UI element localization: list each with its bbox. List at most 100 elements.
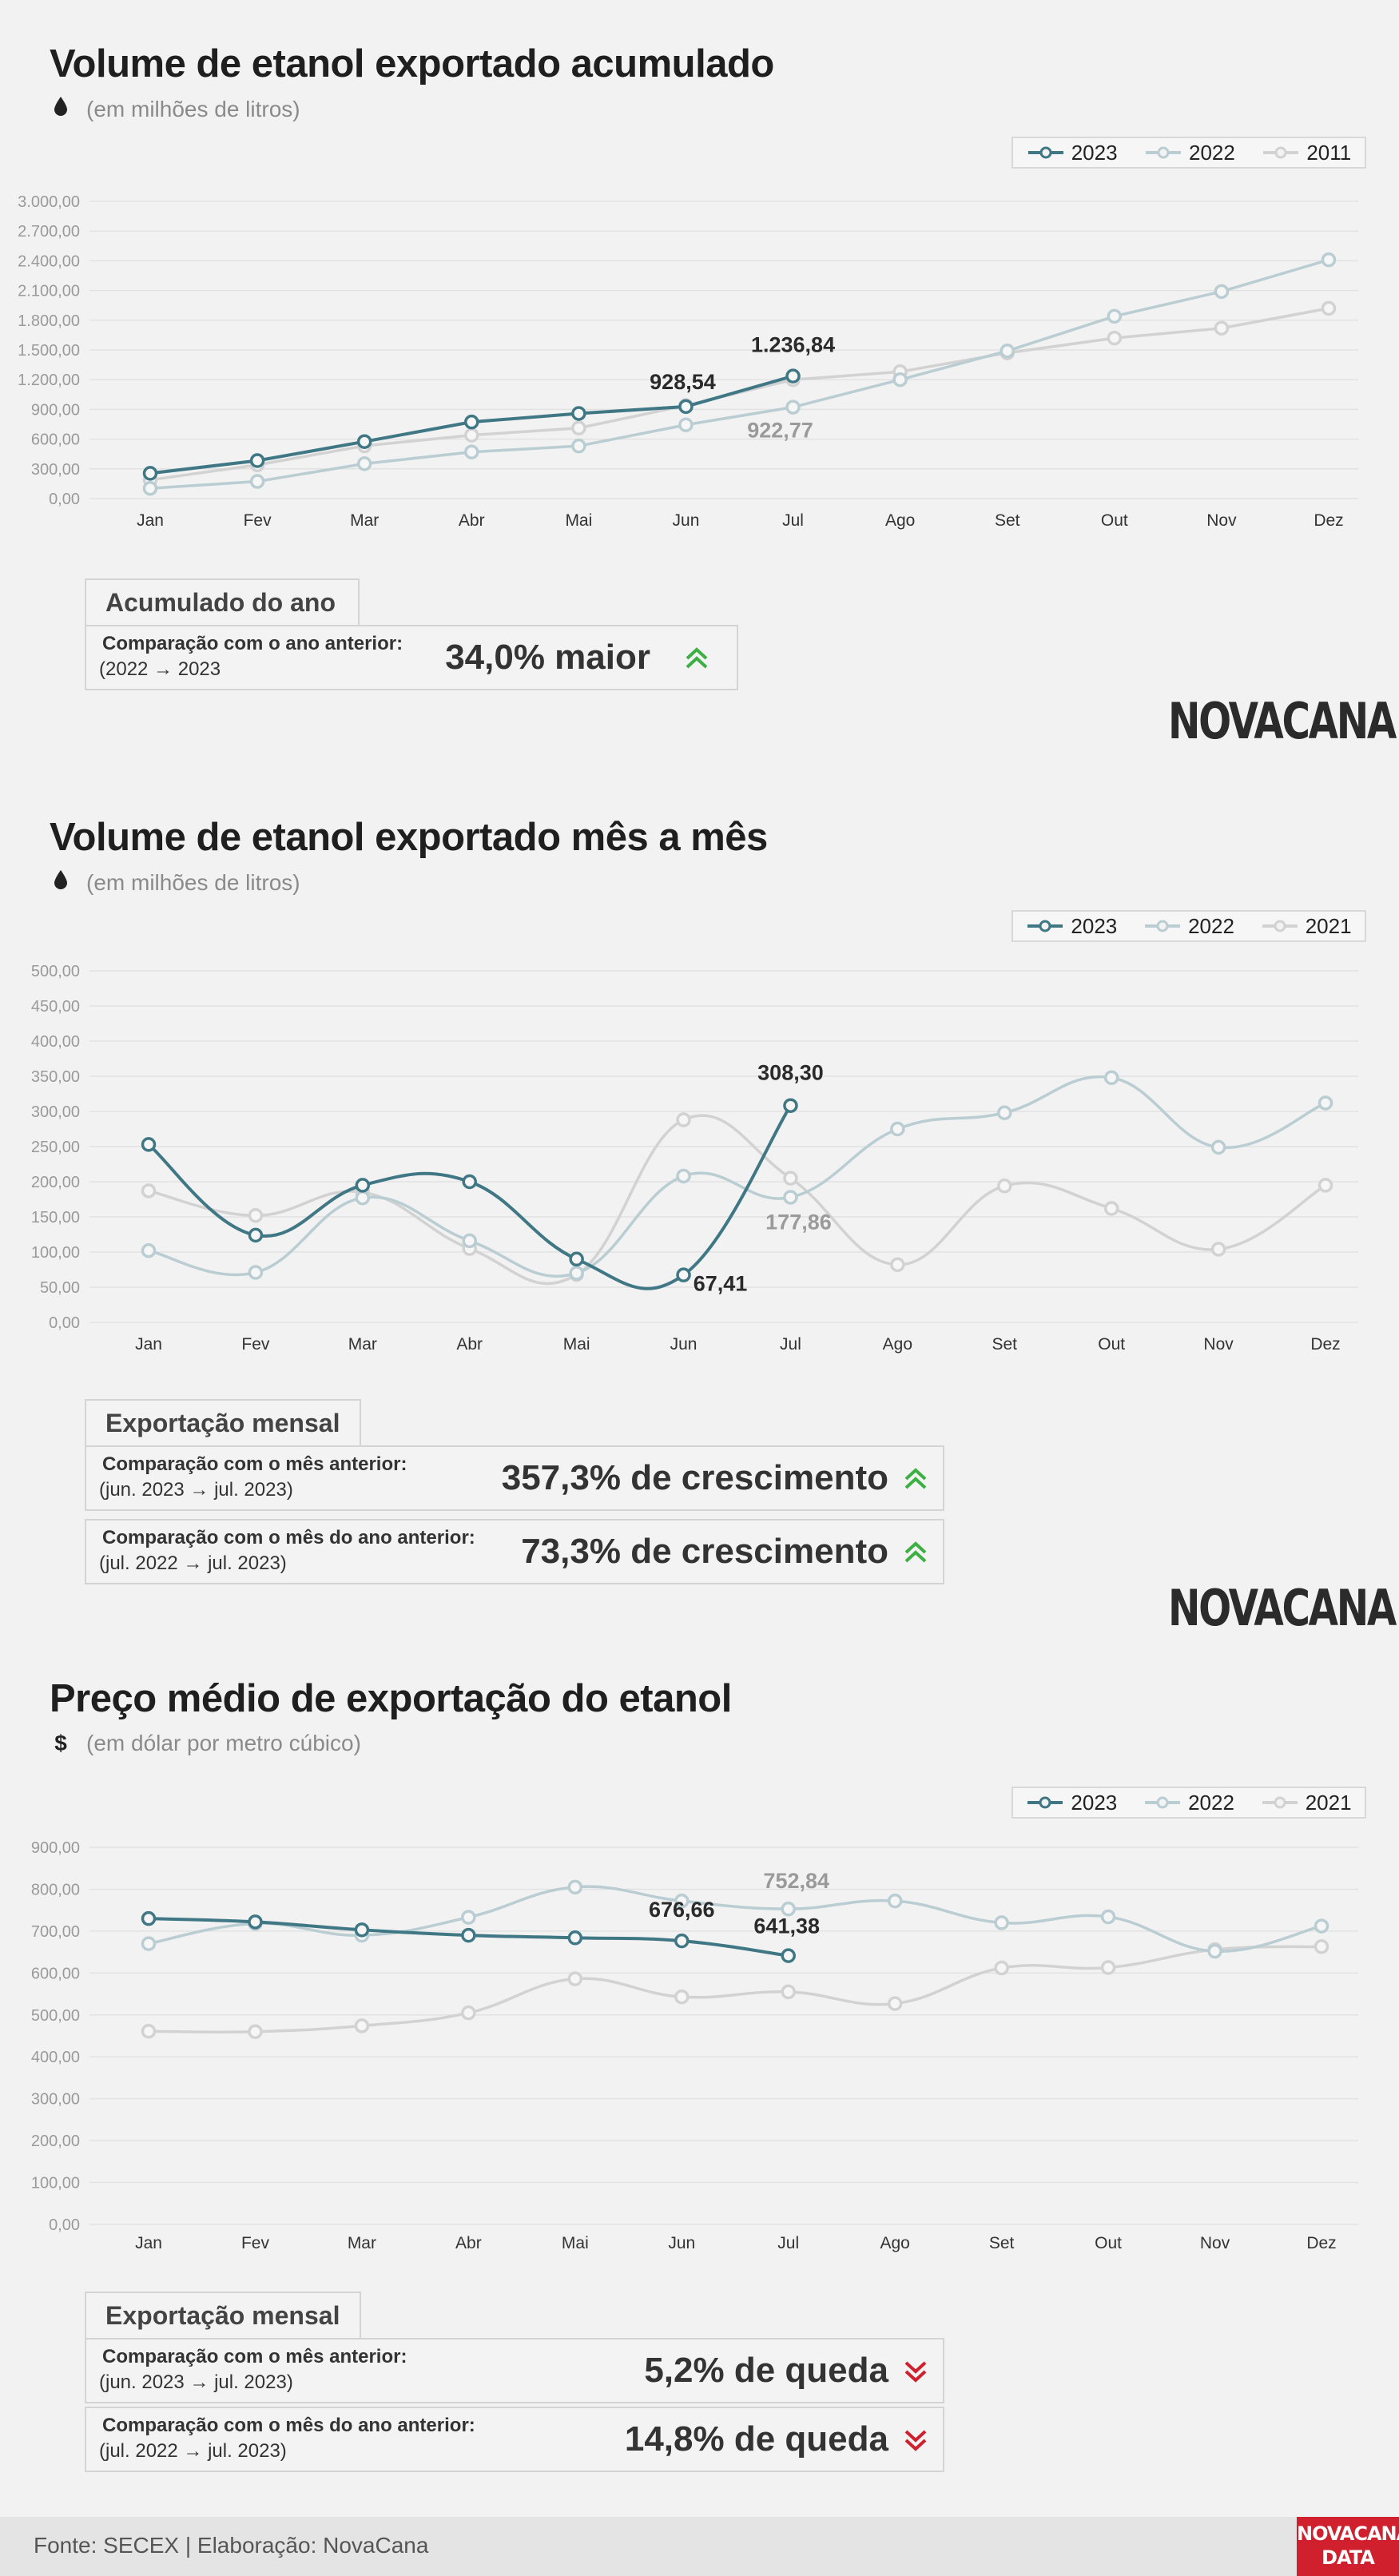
x-tick-label: Nov <box>1203 1335 1234 1354</box>
chart-3-title: Preço médio de exportação do etanol <box>50 1677 732 1720</box>
data-point-2023 <box>461 1927 476 1943</box>
x-tick-label: Out <box>1095 2234 1122 2252</box>
x-tick-label: Jun <box>668 2234 695 2252</box>
comparison-label: Comparação com o ano anterior: <box>102 633 403 654</box>
data-point-2022 <box>142 480 158 496</box>
data-point-2022 <box>567 1879 583 1895</box>
data-point-2021 <box>1100 1960 1116 1975</box>
box-2-row-1: Comparação com o mês anterior: (jun. 202… <box>85 1445 944 1511</box>
data-point-2022 <box>785 400 801 415</box>
y-tick-label: 2.100,00 <box>18 283 80 300</box>
data-point-2021 <box>674 1989 690 2005</box>
x-tick-label: Jul <box>777 2234 799 2252</box>
drop-icon <box>50 96 72 122</box>
x-tick-label: Jul <box>782 511 804 530</box>
x-tick-label: Nov <box>1206 511 1237 530</box>
legend-item-2011: 2011 <box>1262 141 1351 165</box>
data-point-2021 <box>567 1971 583 1986</box>
data-point-2023 <box>141 1910 157 1926</box>
footer: Fonte: SECEX | Elaboração: NovaCana NOVA… <box>0 2517 1399 2576</box>
y-tick-label: 3.000,00 <box>18 193 80 211</box>
data-point-2023 <box>354 1922 370 1938</box>
legend-label: 2022 <box>1188 1790 1234 1815</box>
data-point-2021 <box>783 1171 798 1186</box>
chart-3-subtitle: $ (em dólar por metro cúbico) <box>50 1731 361 1756</box>
novacana-logo: NOVACANA <box>1168 1579 1397 1637</box>
x-tick-label: Mai <box>562 2234 589 2252</box>
chart-2-subtitle-text: (em milhões de litros) <box>86 869 300 895</box>
x-tick-label: Dez <box>1310 1335 1340 1354</box>
x-tick-label: Fev <box>241 1335 270 1354</box>
chart-2-plot: 0,00 50,00 100,00 150,00 200,00 250,00 300,00 3… <box>31 963 1358 1354</box>
x-tick-label: Abr <box>456 1335 483 1354</box>
x-tick-label: Abr <box>455 2234 482 2252</box>
box-1-row-1: Comparação com o ano anterior: (2022 → 2… <box>85 625 738 690</box>
data-point-2011 <box>571 420 586 435</box>
box-3-row-2: Comparação com o mês do ano anterior: (j… <box>85 2407 944 2472</box>
chart-2-legend: 2023 2022 2021 <box>1011 910 1366 942</box>
chart-3-legend: 2023 2022 2021 <box>1011 1787 1366 1819</box>
y-tick-label: 2.400,00 <box>18 252 80 270</box>
data-label: 67,41 <box>694 1272 748 1296</box>
data-point-2023 <box>464 414 479 430</box>
data-point-2022 <box>674 1893 690 1909</box>
y-tick-label: 200,00 <box>31 2133 80 2150</box>
y-tick-label: 600,00 <box>31 431 80 449</box>
y-tick-label: 1.500,00 <box>18 342 80 360</box>
series-line-2021 <box>148 1945 1322 2034</box>
y-tick-label: 700,00 <box>31 1923 80 1941</box>
comparison-value: 357,3% de crescimento <box>501 1458 888 1497</box>
data-point-2023 <box>355 1178 371 1193</box>
box-2-row-2: Comparação com o mês do ano anterior: (j… <box>85 1519 944 1584</box>
data-point-2022 <box>141 1242 157 1258</box>
data-label: 752,84 <box>763 1869 829 1893</box>
y-tick-label: 2.700,00 <box>18 223 80 241</box>
series-line-2021 <box>148 1114 1326 1286</box>
data-point-2022 <box>1107 308 1123 324</box>
y-tick-label: 900,00 <box>31 1839 80 1857</box>
dollar-icon: $ <box>54 1731 67 1755</box>
data-point-2023 <box>248 1227 264 1243</box>
data-point-2023 <box>571 406 586 421</box>
data-point-2022 <box>994 1915 1009 1930</box>
data-point-2022 <box>781 1901 796 1917</box>
x-tick-label: Abr <box>459 511 485 530</box>
x-tick-label: Set <box>995 511 1020 530</box>
data-point-2022 <box>141 1936 157 1951</box>
legend-label: 2011 <box>1306 140 1352 165</box>
data-point-2022 <box>783 1190 798 1205</box>
comparison-value: 73,3% de crescimento <box>521 1532 888 1571</box>
y-tick-label: 1.800,00 <box>18 312 80 330</box>
novacana-data-badge: NOVACANA DATA <box>1297 2517 1399 2576</box>
legend-label: 2023 <box>1071 140 1118 165</box>
y-tick-label: 450,00 <box>31 998 80 1016</box>
data-point-2023 <box>783 1098 798 1113</box>
data-point-2022 <box>464 444 479 459</box>
novacana-logo: NOVACANA <box>1168 692 1397 750</box>
data-point-2023 <box>785 368 801 384</box>
x-tick-label: Dez <box>1306 2234 1336 2252</box>
x-tick-label: Dez <box>1314 511 1343 530</box>
x-tick-label: Jan <box>135 1335 162 1354</box>
x-tick-label: Mai <box>565 511 592 530</box>
comparison-value: 14,8% de queda <box>624 2419 888 2459</box>
data-point-2021 <box>461 2005 476 2021</box>
data-point-2011 <box>1214 320 1230 336</box>
data-point-2023 <box>249 453 265 468</box>
y-tick-label: 350,00 <box>31 1068 80 1086</box>
y-tick-label: 50,00 <box>40 1279 80 1297</box>
box-3-row-1: Comparação com o mês anterior: (jun. 202… <box>85 2338 944 2403</box>
data-label: 308,30 <box>757 1061 824 1085</box>
chart-1-title: Volume de etanol exportado acumulado <box>50 42 774 85</box>
data-point-2021 <box>997 1179 1012 1194</box>
x-tick-label: Out <box>1098 1335 1125 1354</box>
y-tick-label: 800,00 <box>31 1881 80 1898</box>
data-point-2021 <box>354 2018 370 2033</box>
y-tick-label: 0,00 <box>49 2216 80 2234</box>
legend-label: 2023 <box>1071 1790 1118 1815</box>
data-point-2023 <box>462 1174 477 1190</box>
x-tick-label: Nov <box>1200 2234 1230 2252</box>
x-tick-label: Ago <box>880 2234 909 2252</box>
legend-label: 2022 <box>1188 913 1234 938</box>
legend-item-2022: 2022 <box>1144 141 1235 165</box>
